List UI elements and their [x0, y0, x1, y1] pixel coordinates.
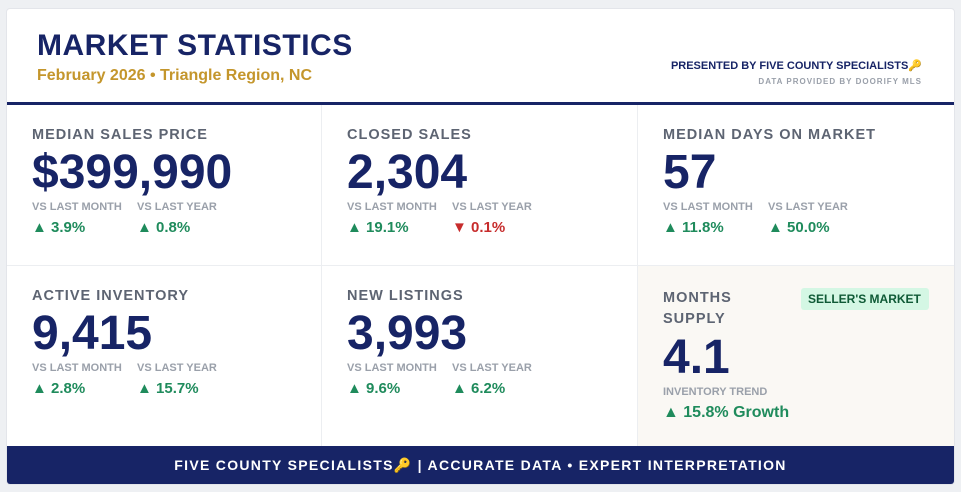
stat-label: ACTIVE INVENTORY — [32, 288, 189, 304]
month-label: VS LAST MONTH — [663, 201, 753, 213]
trend-label: INVENTORY TREND — [663, 386, 768, 398]
market-type-badge: SELLER'S MARKET — [801, 288, 929, 310]
header: MARKET STATISTICS February 2026 • Triang… — [7, 9, 954, 105]
subtitle: February 2026 • Triangle Region, NC — [37, 67, 313, 84]
month-label: VS LAST MONTH — [32, 201, 122, 213]
stat-value: 3,993 — [347, 307, 468, 360]
stat-value: 4.1 — [663, 331, 730, 384]
year-label: VS LAST YEAR — [452, 201, 532, 213]
stat-label: CLOSED SALES — [347, 127, 472, 143]
data-provider: DATA PROVIDED BY DOORIFY MLS — [758, 77, 922, 86]
stat-label: MEDIAN SALES PRICE — [32, 127, 208, 143]
trend-value: ▲ 15.8% Growth — [663, 404, 790, 421]
year-change: ▲ 15.7% — [137, 380, 199, 397]
stat-months-supply: MONTHS SUPPLY SELLER'S MARKET 4.1 INVENTO… — [638, 266, 954, 447]
stat-label-line-1: MONTHS — [663, 290, 732, 306]
stat-label: MONTHS SUPPLY — [663, 288, 954, 330]
month-label: VS LAST MONTH — [347, 201, 437, 213]
stat-label: MEDIAN DAYS ON MARKET — [663, 127, 877, 143]
year-change: ▼ 0.1% — [452, 219, 506, 236]
presented-by: PRESENTED BY FIVE COUNTY SPECIALISTS🔑 — [670, 60, 922, 72]
stat-median-days-on-market: MEDIAN DAYS ON MARKET 57 VS LAST MONTH ▲ … — [638, 105, 954, 266]
market-statistics-card: MARKET STATISTICS February 2026 • Triang… — [6, 8, 955, 485]
stat-label: NEW LISTINGS — [347, 288, 464, 304]
stat-label-line-2: SUPPLY — [663, 311, 726, 327]
month-change: ▲ 9.6% — [347, 380, 401, 397]
stat-active-inventory: ACTIVE INVENTORY 9,415 VS LAST MONTH ▲ 2.… — [7, 266, 322, 447]
month-label: VS LAST MONTH — [32, 362, 122, 374]
stat-value: 2,304 — [347, 146, 468, 199]
month-change: ▲ 19.1% — [347, 219, 409, 236]
year-change: ▲ 0.8% — [137, 219, 191, 236]
year-change: ▲ 50.0% — [768, 219, 830, 236]
stat-value: 57 — [663, 146, 717, 199]
year-label: VS LAST YEAR — [137, 201, 217, 213]
stat-value: $399,990 — [32, 146, 233, 199]
footer-banner: FIVE COUNTY SPECIALISTS🔑 | ACCURATE DATA… — [7, 446, 954, 484]
stats-grid: MEDIAN SALES PRICE $399,990 VS LAST MONT… — [7, 105, 954, 447]
year-label: VS LAST YEAR — [137, 362, 217, 374]
stat-new-listings: NEW LISTINGS 3,993 VS LAST MONTH ▲ 9.6% V… — [322, 266, 638, 447]
stat-closed-sales: CLOSED SALES 2,304 VS LAST MONTH ▲ 19.1% … — [322, 105, 638, 266]
stat-median-sales-price: MEDIAN SALES PRICE $399,990 VS LAST MONT… — [7, 105, 322, 266]
year-label: VS LAST YEAR — [452, 362, 532, 374]
month-label: VS LAST MONTH — [347, 362, 437, 374]
month-change: ▲ 11.8% — [663, 219, 724, 236]
page-title: MARKET STATISTICS — [37, 29, 353, 62]
year-change: ▲ 6.2% — [452, 380, 506, 397]
year-label: VS LAST YEAR — [768, 201, 848, 213]
month-change: ▲ 2.8% — [32, 380, 86, 397]
stat-value: 9,415 — [32, 307, 153, 360]
month-change: ▲ 3.9% — [32, 219, 86, 236]
